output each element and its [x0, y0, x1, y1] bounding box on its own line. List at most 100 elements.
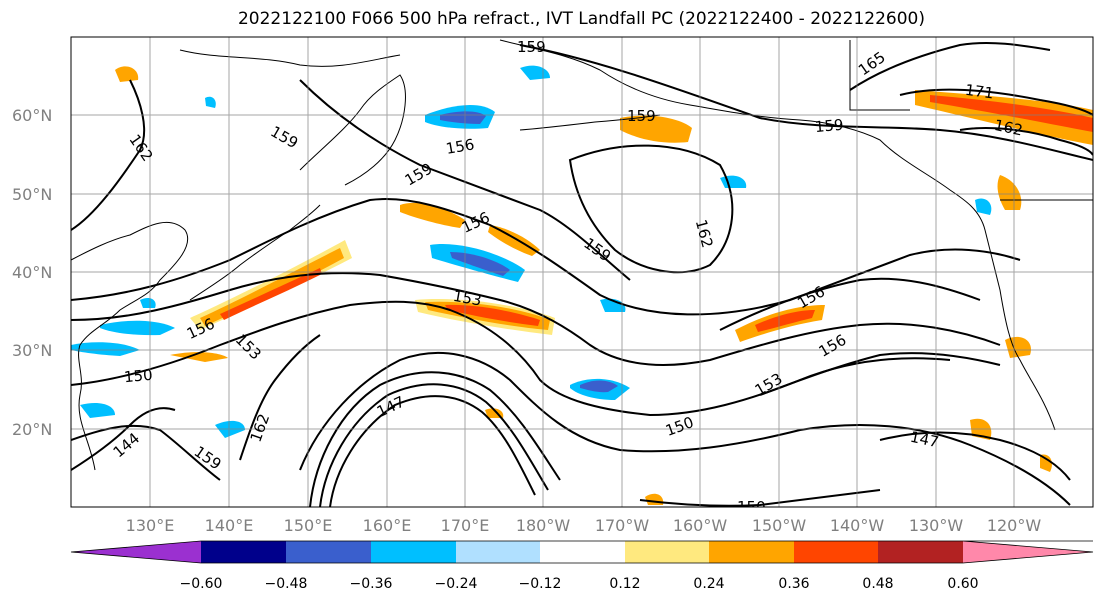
colorbar-segment	[963, 541, 1093, 563]
colorbar-tick: −0.12	[519, 576, 562, 592]
positive-patch-gulf	[620, 115, 692, 143]
map-title: 2022122100 F066 500 hPa refract., IVT La…	[237, 9, 925, 29]
contour-147-south	[299, 351, 1071, 506]
lon-label: 180°W	[516, 516, 571, 535]
lat-label-60n: 60°N	[12, 106, 52, 125]
lon-label: 160°E	[363, 516, 412, 535]
colorbar-segment	[201, 541, 286, 563]
colorbar-tick: −0.60	[180, 576, 223, 592]
negative-patch-tiny	[205, 96, 216, 108]
contour-153-jet	[71, 272, 1001, 366]
colorbar-tick: −0.36	[350, 576, 393, 592]
negative-patch-japan	[100, 320, 175, 336]
colorbar-segment	[286, 541, 371, 563]
contour-165-canada	[849, 41, 1051, 91]
contour-162-mid	[239, 334, 321, 461]
latitude-labels: 60°N 50°N 40°N 30°N 20°N	[12, 106, 52, 439]
contour-150-south	[639, 489, 881, 507]
coastline-japan	[189, 204, 321, 301]
contour-label: 171	[964, 81, 995, 103]
colorbar	[70, 540, 1094, 564]
contour-label: 150	[123, 366, 153, 386]
contour-label: 162	[993, 116, 1025, 140]
map-contents: 159 165 171 162 162 159 156 159 159 159 …	[71, 37, 1093, 516]
lon-label: 130°E	[126, 516, 175, 535]
coastlines	[71, 39, 1093, 471]
negative-patch-jpn-s	[140, 297, 156, 308]
contour-159-upper	[519, 44, 1093, 161]
coastline-asia	[71, 221, 189, 471]
positive-patch-w-us	[997, 175, 1022, 210]
lon-label: 120°W	[987, 516, 1042, 535]
colorbar-segment	[371, 541, 456, 563]
lat-label-20n: 20°N	[12, 420, 52, 439]
contour-159-north	[299, 79, 631, 281]
contour-156-jet	[71, 198, 1021, 316]
colorbar-segment	[456, 541, 540, 563]
lat-label-30n: 30°N	[12, 341, 52, 360]
contour-162-canada	[959, 127, 1093, 156]
lon-label: 160°W	[673, 516, 728, 535]
positive-core-canada	[930, 95, 1093, 132]
negative-patch-west	[71, 342, 140, 356]
colorbar-segment	[878, 541, 963, 563]
contour-153-east	[759, 352, 1001, 396]
lon-label: 150°E	[284, 516, 333, 535]
colorbar-ticks: −0.60 −0.48 −0.36 −0.24 −0.12 0.12 0.24 …	[180, 576, 979, 592]
positive-patch-tiny2	[170, 352, 228, 362]
contour-label: 153	[452, 287, 483, 310]
lon-label: 150°W	[752, 516, 807, 535]
coastline-kamchatka	[299, 74, 406, 186]
positive-core-east	[755, 310, 815, 332]
contour-ring-2	[319, 383, 549, 507]
coastline-siberia	[179, 49, 401, 67]
lon-label: 170°E	[441, 516, 490, 535]
contours	[71, 41, 1093, 507]
positive-patch-tiny1	[115, 66, 139, 82]
colorbar-tick: 0.36	[778, 576, 809, 592]
contour-label: 156	[444, 135, 475, 158]
colorbar-tick: −0.48	[265, 576, 308, 592]
contour-162-west	[71, 79, 146, 231]
positive-patch-tiny5	[1040, 454, 1052, 472]
colorbar-tick: −0.24	[435, 576, 478, 592]
contour-ring-3	[329, 395, 536, 507]
positive-patch-aleut	[488, 225, 540, 256]
negative-patch-bc	[975, 198, 992, 215]
colorbar-tick: 0.48	[862, 576, 893, 592]
longitude-labels: 130°E 140°E 150°E 160°E 170°E 180°W 170°…	[126, 516, 1042, 535]
contour-label: 147	[909, 428, 941, 452]
lon-label: 130°W	[909, 516, 964, 535]
lat-label-50n: 50°N	[12, 185, 52, 204]
positive-core-central-red	[445, 304, 540, 326]
contour-label: 150	[737, 498, 766, 516]
map-frame	[70, 36, 1094, 508]
contour-147-east	[879, 431, 1071, 481]
colorbar-segment	[709, 541, 794, 563]
colorbar-tick: 0.12	[609, 576, 640, 592]
lon-label: 140°W	[830, 516, 885, 535]
positive-patch-kam	[400, 202, 465, 228]
colorbar-outline	[70, 540, 1094, 564]
contour-156-east	[719, 277, 981, 331]
colorbar-segment	[540, 541, 625, 563]
contour-171-canada	[899, 88, 1093, 116]
graticule	[71, 37, 1093, 507]
contour-label: 159	[814, 116, 844, 136]
contour-label: 159	[627, 107, 656, 125]
colorbar-segment	[794, 541, 878, 563]
lon-label: 170°W	[595, 516, 650, 535]
positive-shading	[115, 66, 1093, 505]
lat-label-40n: 40°N	[12, 263, 52, 282]
contour-159-sw	[71, 424, 221, 481]
contour-label: 159	[517, 38, 546, 56]
lon-label: 140°E	[205, 516, 254, 535]
contour-162-pac	[568, 144, 734, 274]
colorbar-tick: 0.24	[693, 576, 724, 592]
border-ak	[849, 40, 910, 111]
positive-core-japan-red	[220, 268, 322, 320]
coastline-aleutians	[519, 114, 661, 131]
coastline-alaska	[499, 39, 1056, 431]
colorbar-tick: 0.60	[947, 576, 978, 592]
